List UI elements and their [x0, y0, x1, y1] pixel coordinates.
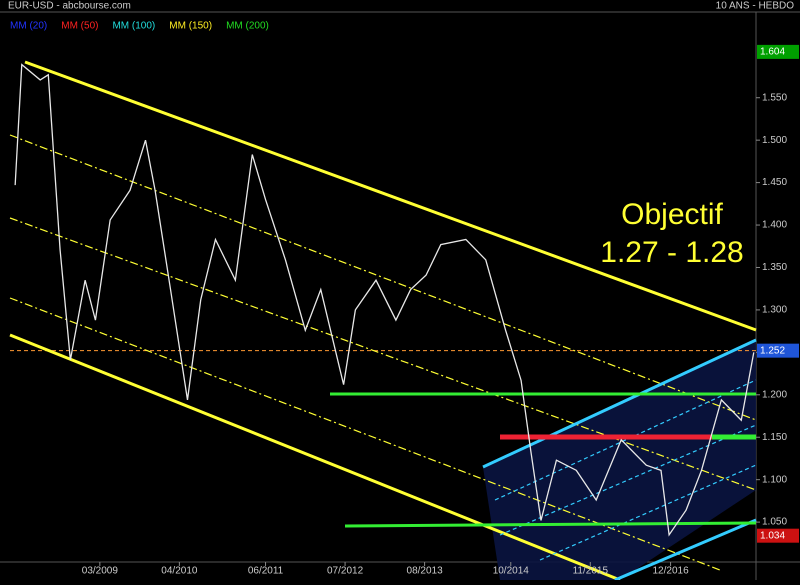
legend-entry: MM (150)	[169, 21, 212, 32]
y-tick-label: 1.350	[762, 262, 787, 273]
x-tick-label: 12/2016	[652, 566, 689, 577]
trend-line	[9, 217, 757, 491]
chart-subtitle: 10 ANS - HEBDO	[716, 1, 795, 12]
price-marker-label: 1.034	[760, 530, 785, 541]
trend-lines	[9, 60, 757, 582]
legend-entry: MM (200)	[226, 21, 269, 32]
price-marker	[757, 343, 799, 358]
trend-line	[9, 333, 621, 582]
x-tick-label: 03/2009	[82, 566, 119, 577]
trend-line	[9, 134, 757, 421]
x-tick-label: 10/2014	[493, 566, 530, 577]
annotation: Objectif	[621, 198, 723, 231]
y-tick-label: 1.300	[762, 305, 787, 316]
price-marker	[757, 528, 799, 543]
trend-line	[499, 424, 757, 536]
y-tick-label: 1.050	[762, 517, 787, 528]
y-tick-label: 1.400	[762, 220, 787, 231]
trend-line	[614, 518, 757, 582]
channel-fill	[483, 340, 756, 580]
y-tick-label: 1.550	[762, 92, 787, 103]
trend-line	[494, 379, 757, 501]
trend-line	[539, 464, 757, 561]
legend-entry: MM (20)	[10, 21, 47, 32]
y-tick-label: 1.150	[762, 432, 787, 443]
x-tick-label: 04/2010	[161, 566, 198, 577]
legend-entry: MM (100)	[112, 21, 155, 32]
price-marker-label: 1.252	[760, 345, 785, 356]
legend-entry: MM (50)	[61, 21, 98, 32]
price-marker	[757, 44, 799, 59]
chart-title: EUR-USD - abcbourse.com	[8, 1, 131, 12]
x-tick-label: 06/2011	[248, 566, 284, 577]
x-tick-label: 08/2013	[407, 566, 444, 577]
y-tick-label: 1.500	[762, 135, 787, 146]
price-line	[14, 63, 755, 537]
support-line	[344, 521, 757, 528]
x-tick-label: 07/2012	[327, 566, 364, 577]
x-tick-label: 11/2015	[573, 566, 609, 577]
y-tick-label: 1.100	[762, 474, 787, 485]
y-tick-label: 1.450	[762, 177, 787, 188]
price-marker-label: 1.604	[760, 47, 785, 58]
annotation: 1.27 - 1.28	[600, 236, 743, 269]
trend-line	[482, 338, 757, 469]
trend-line	[9, 297, 721, 571]
y-tick-label: 1.200	[762, 389, 787, 400]
trend-line	[24, 60, 757, 332]
